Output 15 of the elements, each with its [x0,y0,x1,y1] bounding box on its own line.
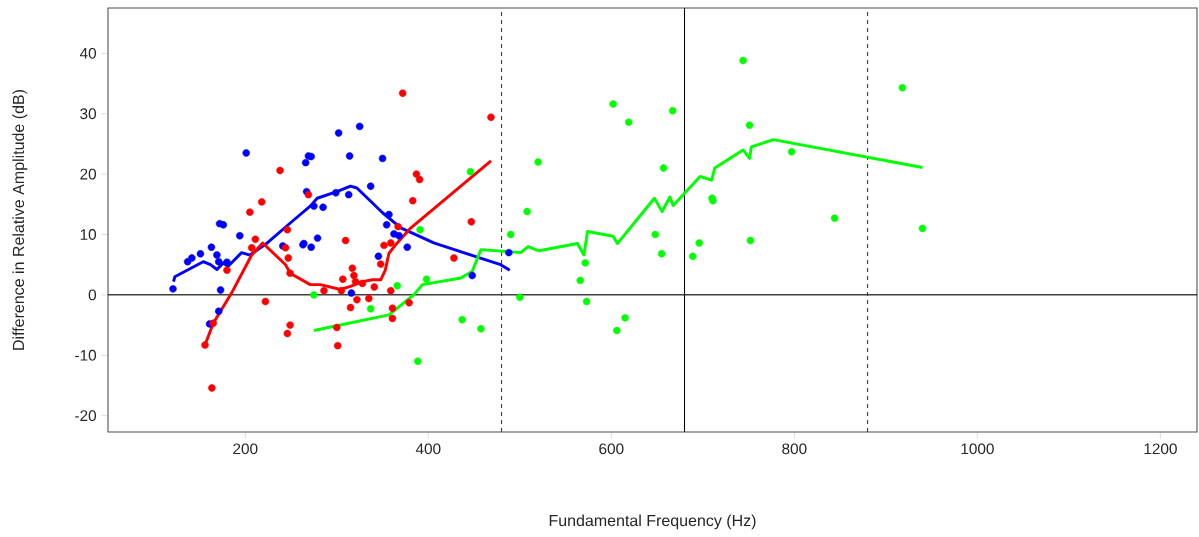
x-tick-label: 200 [233,443,258,455]
y-tick-label: 0 [88,289,97,301]
x-tick-label: 400 [415,443,441,455]
x-tick-label: 1200 [1144,443,1177,455]
y-axis-title: Difference in Relative Amplitude (dB) [12,90,28,350]
y-tick-label: -20 [75,410,97,422]
y-tick-label: 40 [79,47,97,59]
x-axis-title: Fundamental Frequency (Hz) [549,514,756,530]
y-tick-label: 20 [80,168,97,180]
x-tick-label: 800 [782,443,807,455]
y-tick-label: -10 [75,349,97,361]
y-tick-label: 10 [80,229,97,240]
x-tick-label: 1000 [961,443,994,455]
x-tick-label: 600 [599,443,624,455]
y-tick-label: 30 [80,108,97,120]
